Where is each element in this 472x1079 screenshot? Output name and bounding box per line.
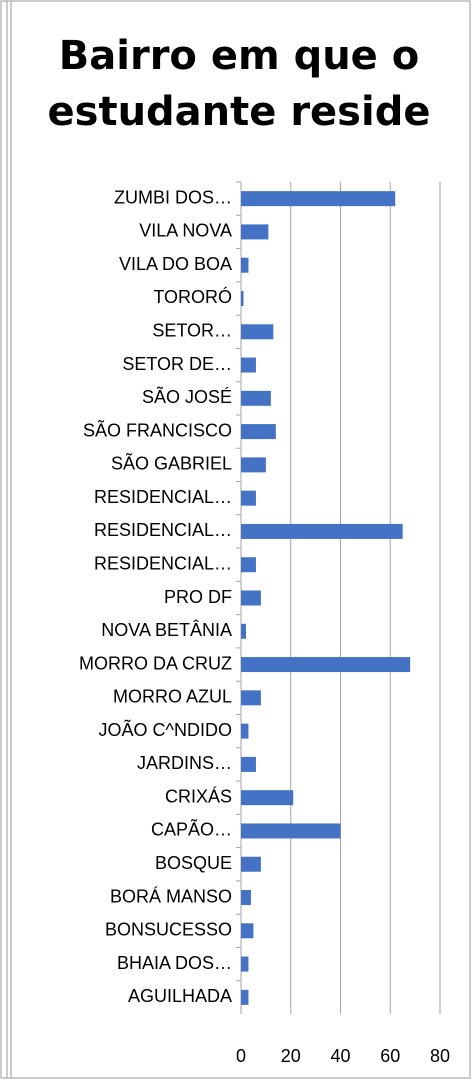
- y-tick-label: BOSQUE: [155, 853, 232, 873]
- bar: [241, 424, 276, 440]
- y-tick-label: PRO DF: [164, 587, 232, 607]
- bar: [241, 224, 269, 240]
- y-tick-label: VILA NOVA: [139, 221, 232, 241]
- bar: [241, 490, 256, 506]
- bar: [241, 989, 249, 1005]
- y-tick-label: SETOR…: [152, 321, 232, 341]
- chart-title: Bairro em que o estudante reside: [47, 33, 431, 135]
- bar: [241, 523, 403, 539]
- bar: [241, 257, 249, 273]
- bar: [241, 790, 294, 806]
- bar: [241, 756, 256, 772]
- bar: [241, 690, 261, 706]
- bar: [241, 357, 256, 373]
- bar: [241, 956, 249, 972]
- y-tick-label: VILA DO BOA: [119, 254, 232, 274]
- bar: [241, 557, 256, 573]
- bar: [241, 290, 244, 306]
- y-tick-label: RESIDENCIAL…: [94, 553, 232, 573]
- y-tick-label: SETOR DE…: [122, 354, 232, 374]
- bar: [241, 457, 266, 473]
- x-tick-label: 60: [380, 1046, 400, 1066]
- y-tick-label: SÃO JOSÉ: [142, 386, 232, 407]
- x-tick-label: 20: [281, 1046, 301, 1066]
- bar: [241, 191, 396, 207]
- y-tick-label: TORORÓ: [153, 286, 232, 307]
- bar: [241, 923, 254, 939]
- y-tick-label: ZUMBI DOS…: [114, 187, 232, 207]
- x-tick-label: 40: [330, 1046, 350, 1066]
- y-tick-label: SÃO GABRIEL: [111, 453, 232, 474]
- y-tick-label: SÃO FRANCISCO: [83, 419, 232, 440]
- bar: [241, 856, 261, 872]
- y-tick-label: BORÁ MANSO: [110, 886, 232, 906]
- y-tick-label: JARDINS…: [137, 753, 232, 773]
- bar: [241, 623, 246, 639]
- y-tick-label: JOÃO C^NDIDO: [99, 719, 232, 740]
- y-tick-label: CRIXÁS: [165, 786, 232, 806]
- y-tick-label: RESIDENCIAL…: [94, 520, 232, 540]
- y-tick-label: BHAIA DOS…: [117, 953, 232, 973]
- y-tick-label: AGUILHADA: [128, 986, 232, 1006]
- y-tick-label: CAPÃO…: [151, 819, 232, 840]
- bar: [241, 390, 271, 406]
- bar: [241, 657, 411, 673]
- bar: [241, 324, 274, 340]
- y-tick-label: RESIDENCIAL…: [94, 487, 232, 507]
- x-tick-label: 0: [236, 1046, 246, 1066]
- x-tick-label: 80: [430, 1046, 450, 1066]
- y-tick-label: BONSUCESSO: [105, 920, 232, 940]
- y-tick-label: MORRO DA CRUZ: [79, 653, 232, 673]
- bar: [241, 823, 341, 839]
- y-tick-label: NOVA BETÂNIA: [101, 620, 232, 640]
- bar: [241, 590, 261, 606]
- bar: [241, 890, 251, 906]
- bar: [241, 723, 249, 739]
- y-tick-label: MORRO AZUL: [113, 687, 232, 707]
